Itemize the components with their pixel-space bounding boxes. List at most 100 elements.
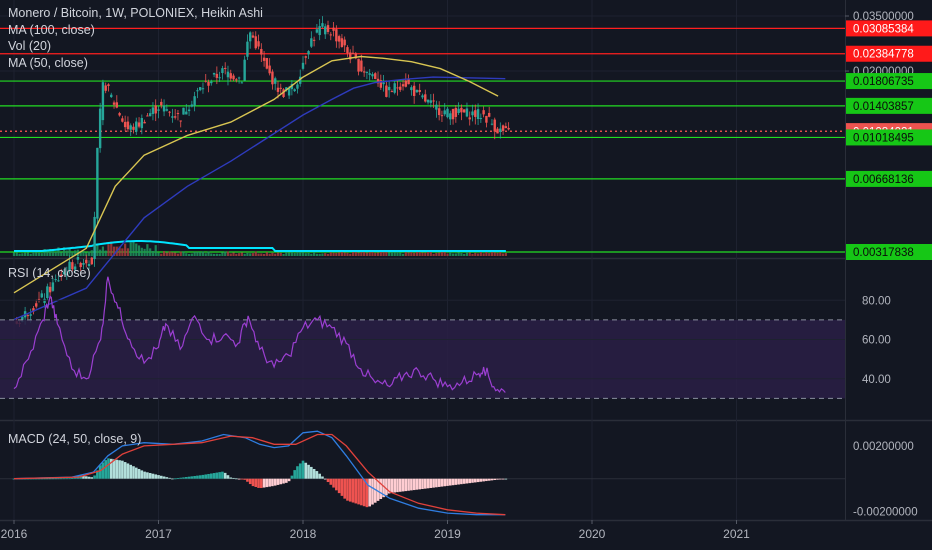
candle-body[interactable] [412,85,416,96]
ma-line-0[interactable] [13,76,506,321]
candle-body[interactable] [307,51,310,55]
price-level-tag-0[interactable] [846,20,932,37]
legend-ma50[interactable]: MA (50, close) [8,55,88,70]
candle-body[interactable] [148,113,152,117]
candle-body[interactable] [190,104,194,107]
candle-body[interactable] [301,62,305,69]
legend-title[interactable]: Monero / Bitcoin, 1W, POLONIEX, Heikin A… [8,6,263,20]
candle-body[interactable] [132,126,135,130]
candle-body[interactable] [429,100,433,103]
candle-body[interactable] [426,99,430,103]
legend-macd[interactable]: MACD (24, 50, close, 9) [8,432,142,446]
candle-body[interactable] [490,123,494,125]
candle-body[interactable] [357,58,360,72]
candle-body[interactable] [223,67,227,69]
price-level-tag-6[interactable] [846,129,932,146]
candle-body[interactable] [126,121,130,130]
rsi-line[interactable] [13,276,506,393]
candle-body[interactable] [237,77,241,79]
candle-body[interactable] [85,259,88,264]
legend-volume[interactable]: Vol (20) [8,39,52,53]
candle-body[interactable] [240,82,244,84]
candle-body[interactable] [90,257,94,265]
candle-body[interactable] [235,79,238,81]
candle-body[interactable] [193,96,196,106]
price-axis[interactable]: 0.035000000.020000000.030853840.02384778… [845,11,932,518]
candle-body[interactable] [449,113,452,120]
candle-body[interactable] [274,78,277,84]
candle-body[interactable] [54,279,57,281]
candle-body[interactable] [296,84,299,89]
candle-body[interactable] [421,95,424,98]
candle-body[interactable] [451,108,455,120]
candle-body[interactable] [271,71,274,85]
candle-body[interactable] [435,104,438,110]
candle-body[interactable] [265,57,269,69]
candle-body[interactable] [326,25,330,32]
candle-body[interactable] [168,111,171,113]
candle-body[interactable] [182,107,185,115]
candle-body[interactable] [276,87,280,92]
candle-body[interactable] [340,38,344,48]
price-level-tag-2[interactable] [846,73,932,90]
candle-body[interactable] [176,113,180,115]
candle-body[interactable] [387,86,391,91]
candle-body[interactable] [40,293,43,298]
candle-body[interactable] [337,36,341,42]
candle-body[interactable] [487,112,491,117]
candle-body[interactable] [443,110,446,115]
candle-body[interactable] [399,86,402,90]
candle-body[interactable] [293,89,296,92]
candle-body[interactable] [285,87,288,91]
candle-body[interactable] [243,59,246,81]
candle-body[interactable] [362,71,366,73]
candle-body[interactable] [93,216,96,259]
candle-body[interactable] [173,116,177,118]
candle-body[interactable] [196,90,199,92]
candle-body[interactable] [221,68,224,74]
candle-body[interactable] [185,111,188,115]
candle-body[interactable] [432,100,435,102]
candle-body[interactable] [507,127,510,130]
candle-body[interactable] [46,286,49,299]
candle-body[interactable] [282,89,285,97]
candle-body[interactable] [354,53,357,59]
candle-body[interactable] [123,121,127,128]
candle-body[interactable] [268,65,271,74]
candle-body[interactable] [371,74,374,77]
candle-body[interactable] [246,41,249,57]
candle-body[interactable] [107,84,110,86]
candle-body[interactable] [96,147,99,219]
candle-body[interactable] [262,57,266,61]
candle-body[interactable] [485,115,488,123]
candle-body[interactable] [410,87,413,91]
candle-body[interactable] [260,48,263,55]
signal-line[interactable] [13,433,506,516]
candle-body[interactable] [504,126,508,129]
candle-body[interactable] [76,257,80,260]
candle-body[interactable] [57,280,60,282]
candle-body[interactable] [21,316,24,322]
candle-body[interactable] [187,109,191,112]
candle-body[interactable] [98,108,102,149]
candle-body[interactable] [160,101,163,106]
candle-body[interactable] [343,39,346,46]
price-level-tag-3[interactable] [846,97,932,114]
candle-body[interactable] [146,115,149,117]
candle-body[interactable] [396,87,399,89]
candle-body[interactable] [321,23,324,27]
candle-body[interactable] [112,102,116,105]
candle-body[interactable] [198,87,202,91]
candle-body[interactable] [43,298,46,303]
candle-body[interactable] [460,107,463,113]
legend-rsi[interactable]: RSI (14, close) [8,266,91,280]
candle-body[interactable] [454,107,458,117]
candle-body[interactable] [115,102,119,108]
candle-body[interactable] [254,36,257,49]
candle-body[interactable] [87,263,91,266]
candle-body[interactable] [157,109,160,111]
macd-pane[interactable] [0,430,845,516]
candle-body[interactable] [407,79,410,85]
price-level-tag-7[interactable] [846,170,932,187]
